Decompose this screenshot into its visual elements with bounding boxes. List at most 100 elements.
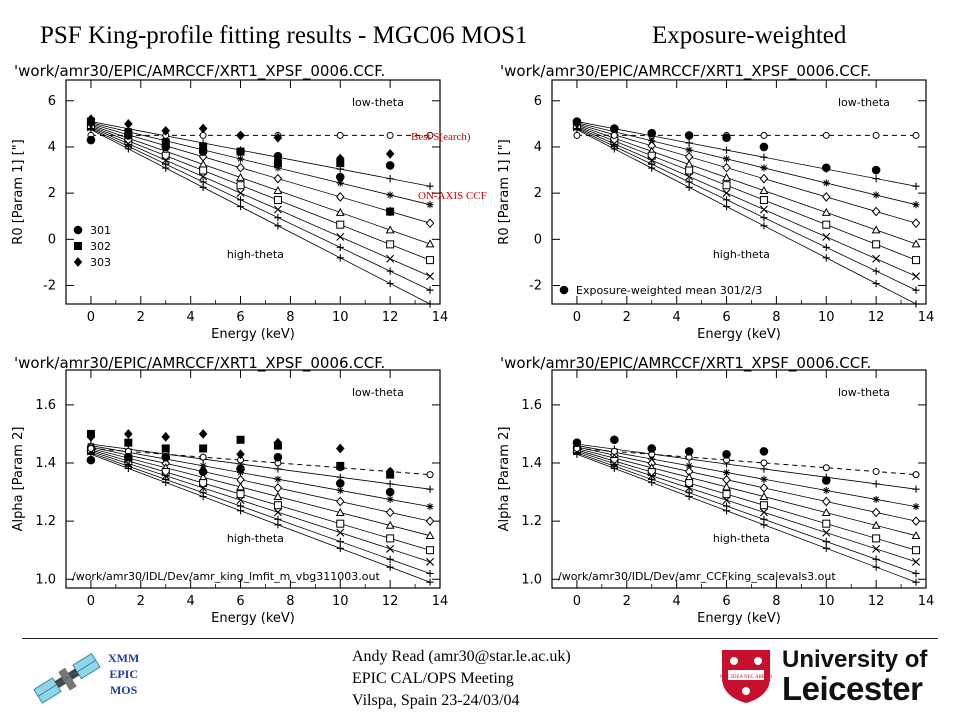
page-title: PSF King-profile fitting results - MGC06… [40,22,528,49]
data-point [198,123,208,134]
y-tick-label: -2 [529,279,542,294]
model-point [759,185,769,194]
model-point [426,272,435,281]
plot-path-top-right: 'work/amr30/EPIC/AMRCCF/XRT1_XPSF_0006.C… [500,62,872,80]
model-point [236,202,245,211]
model-point [236,155,245,163]
xmm-line: XMM [108,651,140,665]
model-point [685,479,694,488]
model-point [872,534,881,543]
model-point [912,182,920,190]
x-tick-label: 12 [868,594,885,609]
model-point [335,207,345,216]
model-line [576,128,917,291]
model-point [685,183,693,191]
model-point [199,462,207,470]
model-point [911,218,921,229]
model-line [576,123,917,224]
x-tick-label: 10 [818,594,835,609]
plot-frame [65,79,441,305]
model-line [576,452,917,574]
model-line [90,448,431,537]
model-point [385,225,395,234]
reference-point [760,459,768,467]
model-point [236,496,245,505]
low-theta-label: low-theta [838,96,890,109]
model-point [822,519,831,528]
data-point [161,452,171,462]
model-line [90,129,431,305]
model-point [912,272,921,281]
model-point [759,205,768,214]
model-point [236,490,245,499]
model-point [274,521,282,529]
model-line [576,124,917,245]
model-point [911,239,921,248]
data-point [86,114,96,125]
y-axis-label: R0 [Param 1] ["] [11,139,26,244]
plot-r0-individual: 0 2 4 6 8 10 12 14 -2 0 2 4 6 Energy (keV) R0 [Param 1… [0,79,470,350]
data-point [572,117,582,126]
model-line [576,448,917,537]
legend-marker [559,285,569,295]
plot-frame [65,369,441,589]
model-point [273,185,283,194]
xmm-satellite-logo [33,652,101,704]
x-tick-label: 6 [722,594,730,609]
chart-alpha-weighted: 0 2 4 6 8 10 12 14 1.0 1.2 1.4 1.6 Energy (keV) Alpha… [497,369,934,626]
model-point [760,153,768,161]
legend-label: Exposure-weighted mean 301/2/3 [576,284,762,297]
model-point [685,146,693,154]
model-point [273,508,282,517]
model-point [425,239,435,248]
x-tick-label: 4 [187,310,195,325]
y-tick-label: 1.0 [521,572,542,587]
model-line [90,128,431,291]
model-point [274,465,282,473]
model-point [822,537,830,546]
chart-r0-individual: 0 2 4 6 8 10 12 14 -2 0 2 4 6 Energy (keV) R0 [Param 1… [11,79,448,342]
model-point [872,563,880,571]
legend-label: 302 [90,240,111,253]
model-line [90,451,431,563]
plot-path-bottom-right: 'work/amr30/EPIC/AMRCCF/XRT1_XPSF_0006.C… [500,354,872,372]
model-point [872,175,880,183]
data-point [86,135,96,145]
low-theta-label: low-theta [352,386,404,399]
model-line [90,446,431,522]
y-tick-label: 1.6 [521,398,542,413]
model-point [426,182,434,190]
model-point [822,486,830,495]
x-axis-label: Energy (keV) [211,327,295,342]
author-name: Andy Read (amr30@star.le.ac.uk) [352,648,571,665]
model-line [90,452,431,574]
model-point [425,531,435,540]
model-point [822,544,830,552]
model-point [822,192,831,202]
data-point [336,443,345,454]
output-file-path: /work/amr30/IDL/Dev/amr_CCFking_scaleval… [558,570,836,583]
model-line [576,121,917,187]
model-point [386,191,394,199]
model-point [759,173,769,184]
y-tick-label: 2 [48,186,56,201]
model-point [425,516,435,527]
x-tick-label: 2 [137,310,145,325]
data-point [722,133,731,143]
model-point [274,214,282,222]
x-tick-label: 12 [382,594,399,609]
x-tick-label: 2 [623,310,631,325]
model-point [336,486,344,495]
data-point [86,431,96,442]
data-point [198,467,208,477]
data-point [236,130,245,141]
x-tick-label: 10 [332,594,349,609]
model-point [760,465,768,473]
high-theta-label: high-theta [227,248,284,261]
model-point [822,254,830,262]
model-point [161,151,170,160]
model-point [199,479,208,488]
data-point [385,466,395,477]
page-subtitle: Exposure-weighted [652,22,847,49]
model-line [576,451,917,563]
